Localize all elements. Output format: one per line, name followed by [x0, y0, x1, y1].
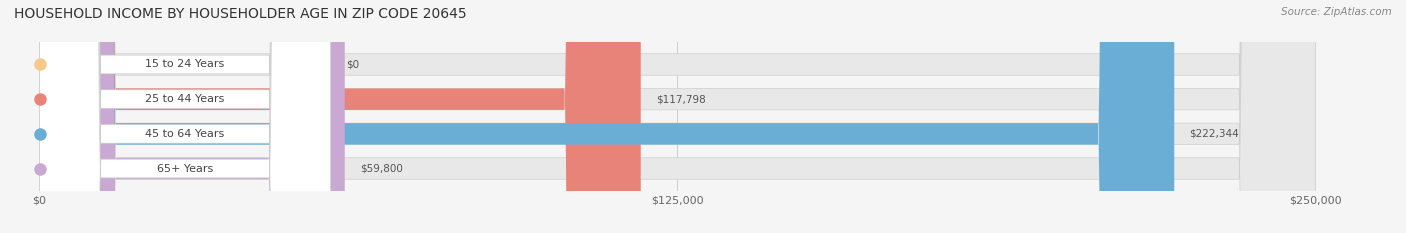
FancyBboxPatch shape [39, 0, 1316, 233]
FancyBboxPatch shape [39, 0, 1316, 233]
Text: 45 to 64 Years: 45 to 64 Years [145, 129, 225, 139]
FancyBboxPatch shape [39, 0, 330, 233]
FancyBboxPatch shape [39, 0, 641, 233]
Text: $117,798: $117,798 [657, 94, 706, 104]
Text: 15 to 24 Years: 15 to 24 Years [145, 59, 225, 69]
FancyBboxPatch shape [39, 0, 1316, 233]
FancyBboxPatch shape [39, 0, 330, 233]
FancyBboxPatch shape [39, 0, 330, 233]
FancyBboxPatch shape [39, 0, 330, 233]
Text: 65+ Years: 65+ Years [157, 164, 214, 174]
Text: $59,800: $59,800 [360, 164, 404, 174]
Text: $0: $0 [346, 59, 359, 69]
Text: $222,344: $222,344 [1189, 129, 1239, 139]
FancyBboxPatch shape [39, 0, 344, 233]
FancyBboxPatch shape [39, 0, 1174, 233]
FancyBboxPatch shape [39, 0, 1316, 233]
Text: HOUSEHOLD INCOME BY HOUSEHOLDER AGE IN ZIP CODE 20645: HOUSEHOLD INCOME BY HOUSEHOLDER AGE IN Z… [14, 7, 467, 21]
Text: 25 to 44 Years: 25 to 44 Years [145, 94, 225, 104]
Text: Source: ZipAtlas.com: Source: ZipAtlas.com [1281, 7, 1392, 17]
